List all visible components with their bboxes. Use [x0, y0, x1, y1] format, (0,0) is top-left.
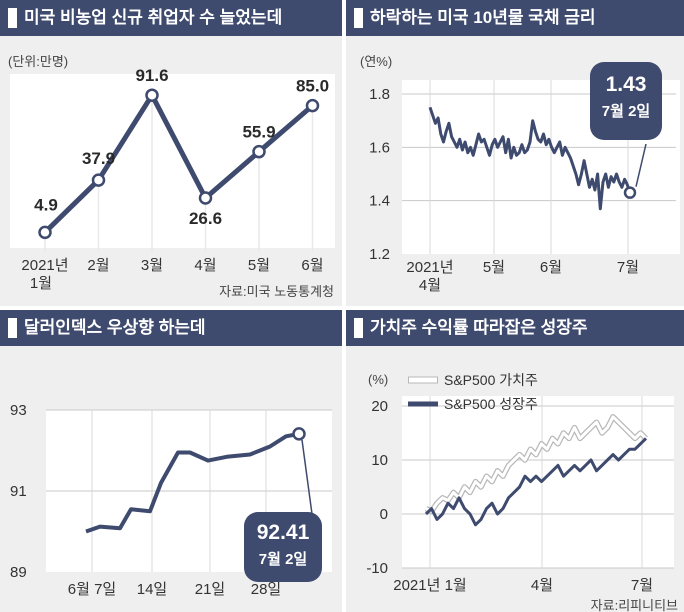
x-tick-label: 2021년	[406, 259, 453, 276]
source-note: 자료:미국 노동통계청	[219, 284, 334, 299]
legend-label: S&P500 성장주	[444, 396, 538, 412]
end-point	[292, 427, 306, 441]
panel-header: 달러인덱스 우상향 하는데	[0, 310, 342, 346]
callout-date: 7월 2일	[259, 551, 307, 568]
callout-value: 1.43	[606, 73, 647, 96]
series-line	[425, 415, 648, 513]
panel-value-growth: 가치주 수익률 따라잡은 성장주 (%) 20 10 0 -10 2021년 1월 4월 7월…	[346, 310, 684, 612]
series-line	[424, 437, 648, 527]
end-point	[623, 186, 637, 199]
callout-value: 92.41	[257, 521, 310, 544]
header-marker	[8, 318, 17, 338]
series-line	[85, 431, 300, 534]
data-label: 55.9	[242, 123, 275, 142]
y-tick-label: 91	[10, 483, 27, 500]
data-label: 91.6	[135, 66, 168, 85]
series-line	[43, 92, 315, 235]
panel-header: 미국 비농업 신규 취업자 수 늘었는데	[0, 0, 342, 36]
callout-leader	[635, 143, 647, 187]
callout-date: 7월 2일	[602, 103, 650, 120]
unit-label: (단위:만명)	[8, 54, 68, 69]
header-marker	[8, 8, 17, 28]
legend-label: S&P500 가치주	[444, 372, 538, 388]
data-point	[145, 88, 159, 102]
panel-title: 미국 비농업 신규 취업자 수 늘었는데	[24, 8, 283, 27]
unit-label: (%)	[368, 372, 388, 387]
x-tick-label: 7월	[617, 259, 639, 276]
x-tick-label: 7월	[631, 577, 653, 594]
panel-header: 하락하는 미국 10년물 국채 금리	[346, 0, 684, 36]
x-tick-label: 4월	[419, 277, 441, 294]
value-growth-chart: (%) 20 10 0 -10 2021년 1월 4월 7월 S&P500 가치주 S&P500 …	[366, 372, 678, 612]
y-tick-label: 89	[10, 564, 27, 581]
x-tick-label: 4월	[194, 257, 216, 274]
x-tick-label: 14일	[137, 581, 168, 598]
data-label: 85.0	[296, 77, 329, 96]
series-line	[428, 106, 632, 211]
data-label: 4.9	[34, 195, 58, 214]
data-label: 26.6	[189, 209, 222, 228]
y-tick-label: 1.8	[369, 86, 390, 103]
header-marker	[354, 8, 363, 28]
x-tick-label: 3월	[141, 257, 163, 274]
source-note: 자료:리피니티브	[591, 598, 678, 612]
y-tick-label: 10	[371, 452, 388, 469]
callout-box	[590, 62, 662, 140]
x-tick-label: 2월	[87, 257, 109, 274]
x-tick-label: 6월	[540, 259, 562, 276]
panel-header: 가치주 수익률 따라잡은 성장주	[346, 310, 684, 346]
header-marker	[354, 318, 363, 338]
y-tick-label: -10	[366, 560, 388, 577]
x-tick-label: 6월	[301, 257, 323, 274]
panel-nonfarm-payrolls: 미국 비농업 신규 취업자 수 늘었는데 (단위:만명) 4.9 37.9 91.6 2…	[0, 0, 342, 306]
data-label: 37.9	[82, 149, 115, 168]
y-tick-label: 93	[10, 402, 27, 419]
panel-title: 달러인덱스 우상향 하는데	[24, 318, 206, 337]
plot-area	[402, 396, 674, 568]
data-point	[252, 144, 266, 159]
x-tick-label: 6월 7일	[68, 581, 116, 598]
data-point	[198, 191, 213, 205]
x-tick-label: 28일	[251, 581, 282, 598]
x-tick-label: 2021년 1월	[393, 577, 466, 594]
panel-title: 가치주 수익률 따라잡은 성장주	[370, 318, 588, 337]
y-tick-label: 20	[371, 398, 388, 415]
data-point	[305, 98, 320, 113]
x-tick-label: 5월	[483, 259, 505, 276]
panel-dollar-index: 달러인덱스 우상향 하는데 93 91 89 6월 7일 14일 21일 28일 92.41 7…	[0, 310, 342, 612]
panel-treasury-yield: 하락하는 미국 10년물 국채 금리 (연%) 1.8 1.6 1.4 1.2 2021년…	[346, 0, 684, 306]
callout-box	[244, 512, 322, 582]
x-tick-label: 4월	[531, 577, 553, 594]
y-tick-label: 0	[380, 506, 388, 523]
y-tick-label: 1.4	[369, 193, 390, 210]
x-tick-label: 2021년	[21, 257, 68, 274]
dollar-index-chart: 93 91 89 6월 7일 14일 21일 28일 92.41 7월 2일	[10, 402, 332, 598]
callout-leader	[301, 439, 313, 515]
panel-title: 하락하는 미국 10년물 국채 금리	[370, 8, 596, 27]
data-point	[38, 225, 52, 240]
data-point	[91, 173, 106, 187]
x-tick-label: 5월	[248, 257, 270, 274]
plot-area	[10, 74, 335, 248]
y-tick-label: 1.2	[369, 246, 390, 263]
x-tick-label: 1월	[30, 275, 52, 292]
unit-label: (연%)	[360, 54, 392, 69]
y-tick-label: 1.6	[369, 139, 390, 156]
x-tick-label: 21일	[195, 581, 226, 598]
